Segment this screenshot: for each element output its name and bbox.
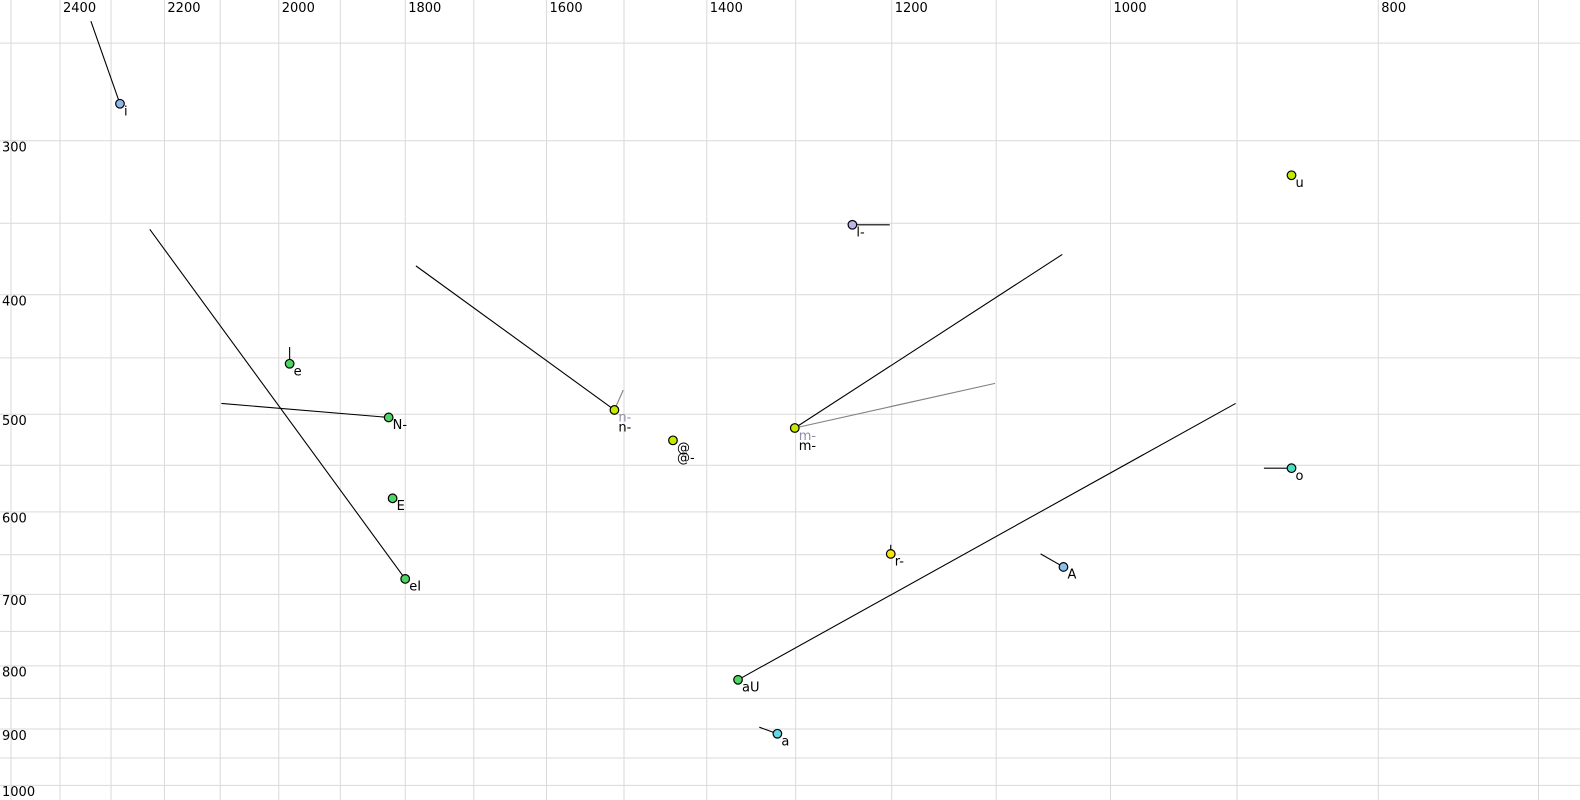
trajectory-line bbox=[415, 265, 615, 411]
vowel-label: a bbox=[781, 735, 789, 750]
vowel-label: m- bbox=[799, 439, 817, 454]
y-tick-label: 700 bbox=[2, 594, 27, 609]
vowel-marker bbox=[383, 412, 394, 423]
y-tick-label: 800 bbox=[2, 666, 27, 681]
vowel-label: E bbox=[397, 499, 405, 514]
vowel-label: m- bbox=[799, 429, 817, 444]
vowel-label: l- bbox=[856, 226, 865, 241]
x-tick-label: 1800 bbox=[408, 1, 441, 16]
vowel-label: @- bbox=[677, 451, 695, 466]
vowel-label: aU bbox=[742, 681, 759, 696]
vowel-marker bbox=[668, 435, 678, 446]
x-tick-label: 800 bbox=[1381, 1, 1406, 16]
x-tick-label: 1600 bbox=[550, 1, 583, 16]
x-tick-label: 1200 bbox=[895, 1, 928, 16]
vowel-label: eI bbox=[409, 580, 421, 595]
vowel-marker bbox=[400, 573, 411, 584]
x-tick-label: 2400 bbox=[63, 1, 96, 16]
y-tick-label: 500 bbox=[2, 414, 27, 429]
vowel-marker bbox=[847, 219, 858, 230]
trajectory-line bbox=[737, 402, 1236, 681]
x-tick-label: 1400 bbox=[710, 1, 743, 16]
x-tick-label: 2200 bbox=[167, 1, 200, 16]
vowel-marker bbox=[1058, 562, 1069, 572]
vowel-label: A bbox=[1067, 568, 1076, 583]
vowel-marker bbox=[733, 674, 743, 685]
vowel-marker bbox=[885, 549, 896, 559]
vowel-marker bbox=[772, 728, 783, 739]
vowel-marker bbox=[789, 423, 800, 433]
y-tick-label: 900 bbox=[2, 729, 27, 744]
vowel-label: u bbox=[1296, 176, 1304, 191]
x-tick-label: 2000 bbox=[282, 1, 315, 16]
vowel-label: n- bbox=[618, 421, 631, 436]
vowel-marker bbox=[1286, 170, 1297, 181]
y-tick-label: 300 bbox=[2, 140, 27, 155]
vowel-label: r- bbox=[895, 555, 905, 570]
vowel-marker bbox=[609, 405, 620, 415]
vowel-label: @ bbox=[677, 441, 690, 456]
vowel-marker bbox=[284, 358, 295, 369]
y-tick-label: 600 bbox=[2, 512, 27, 527]
trajectory-line bbox=[794, 382, 996, 429]
vowel-label: N- bbox=[393, 418, 408, 433]
vowel-label: i bbox=[124, 105, 128, 120]
trajectory-line bbox=[90, 21, 121, 104]
y-tick-label: 1000 bbox=[2, 785, 35, 800]
vowel-marker bbox=[115, 98, 125, 109]
y-tick-label: 400 bbox=[2, 295, 27, 310]
vowel-marker bbox=[1286, 463, 1297, 474]
trajectory-line bbox=[149, 229, 406, 580]
trajectory-line bbox=[794, 253, 1063, 429]
vowel-marker bbox=[387, 493, 398, 504]
vowel-label: n- bbox=[618, 411, 631, 426]
trajectory-line bbox=[221, 402, 389, 418]
vowel-label: e bbox=[294, 365, 302, 380]
x-tick-label: 1000 bbox=[1114, 1, 1147, 16]
vowel-label: o bbox=[1296, 469, 1304, 484]
